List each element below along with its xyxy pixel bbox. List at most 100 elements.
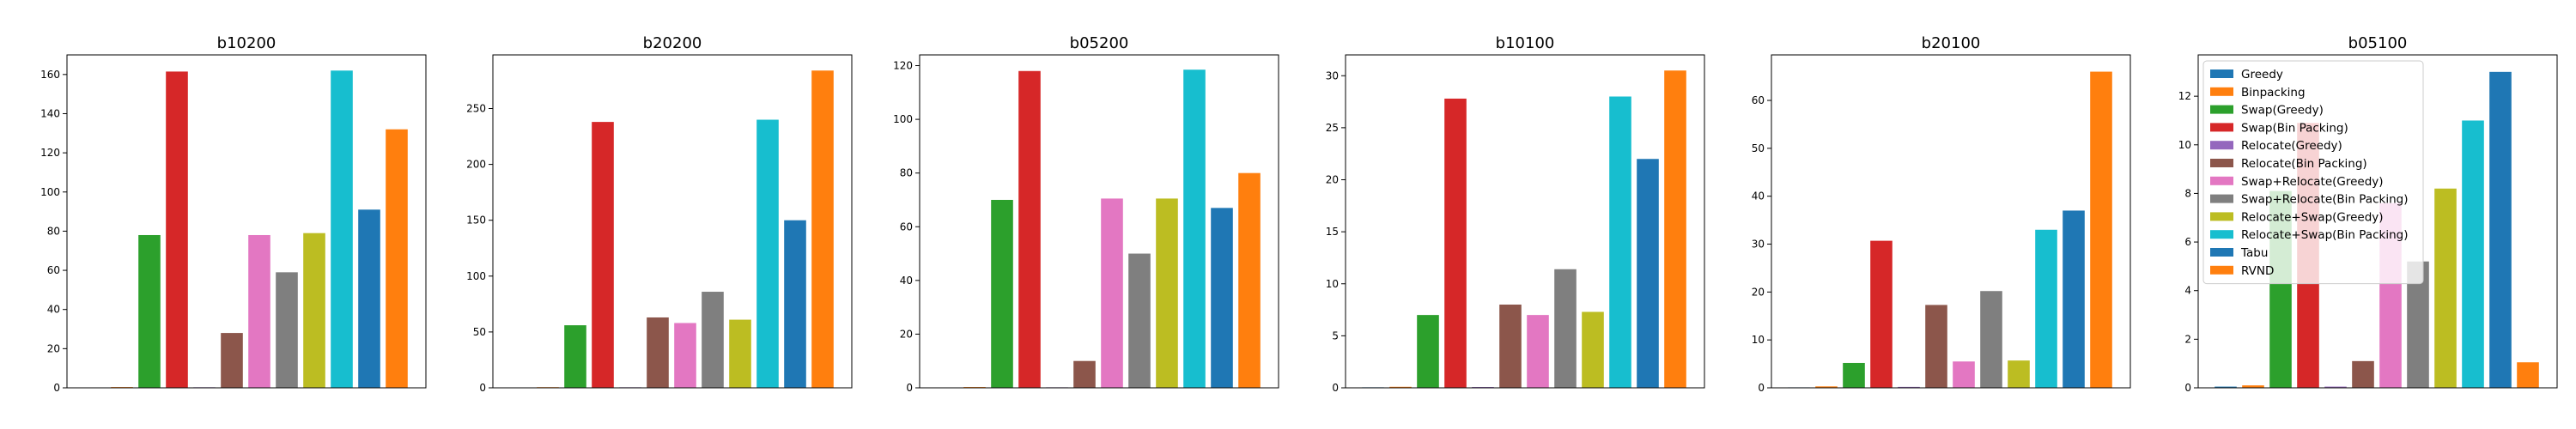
y-tick-label: 160	[40, 69, 60, 81]
bar-swap-relocate-greedy-	[1953, 361, 1975, 388]
bar-relocate-swap-bin-packing-	[2462, 120, 2484, 388]
bar-relocate-swap-greedy-	[1582, 311, 1604, 388]
y-tick-label: 10	[2178, 139, 2191, 151]
y-tick-label: 20	[1752, 286, 1765, 298]
y-tick-label: 15	[1326, 226, 1339, 238]
y-tick-label: 60	[47, 264, 60, 276]
bar-rvnd	[2517, 362, 2539, 388]
legend-swatch	[2210, 248, 2233, 257]
panel-title: b10100	[1496, 34, 1555, 52]
bar-relocate-swap-greedy-	[1156, 198, 1178, 388]
legend-swatch	[2210, 123, 2233, 132]
legend-label: Relocate+Swap(Bin Packing)	[2241, 228, 2408, 242]
bar-relocate-bin-packing-	[1499, 305, 1522, 388]
y-tick-label: 20	[1326, 174, 1339, 186]
legend-swatch	[2210, 265, 2233, 275]
bar-swap-relocate-bin-packing-	[1980, 291, 2002, 388]
y-tick-label: 10	[1752, 334, 1765, 346]
y-tick-label: 40	[47, 304, 60, 316]
y-tick-label: 10	[1326, 278, 1339, 290]
bar-swap-relocate-bin-packing-	[702, 292, 724, 388]
y-tick-label: 40	[900, 275, 913, 287]
bar-tabu	[2489, 71, 2512, 388]
legend-box	[2202, 60, 2424, 285]
bar-rvnd	[2090, 71, 2112, 388]
bar-relocate-bin-packing-	[2352, 360, 2374, 388]
axes-frame	[919, 54, 1279, 389]
legend-label: Relocate(Greedy)	[2241, 139, 2342, 153]
bar-relocate-swap-bin-packing-	[331, 70, 353, 388]
legend-swatch	[2210, 69, 2233, 78]
legend-label: Swap(Bin Packing)	[2241, 121, 2348, 135]
y-tick-label: 8	[2184, 187, 2191, 199]
bar-swap-relocate-greedy-	[248, 234, 270, 388]
y-tick-label: 0	[1332, 382, 1339, 394]
panel-title: b20200	[643, 34, 702, 52]
bar-swap-greedy-	[1843, 362, 1865, 388]
bar-relocate-greedy-	[2324, 386, 2347, 388]
axes-frame	[1345, 54, 1705, 389]
y-tick-label: 200	[466, 159, 486, 171]
y-tick-label: 100	[466, 270, 486, 282]
legend-label: Relocate+Swap(Greedy)	[2241, 210, 2384, 224]
bar-swap-greedy-	[1417, 315, 1439, 389]
y-tick-label: 80	[47, 225, 60, 237]
legend-label: Swap(Greedy)	[2241, 104, 2324, 118]
legend-swatch	[2210, 141, 2233, 150]
bar-tabu	[358, 209, 380, 388]
y-tick-label: 0	[479, 382, 486, 394]
legend-swatch	[2210, 230, 2233, 239]
bar-swap-relocate-greedy-	[1101, 198, 1123, 388]
bar-relocate-swap-bin-packing-	[756, 119, 779, 388]
axes-frame	[66, 54, 427, 389]
chart-panel-b10200: b10200 0 20 40 60 80 100 120 140 160	[40, 34, 427, 394]
chart-panel-b20100: b20100 0 10 20 30 40 50 60	[1752, 34, 2131, 394]
chart-panel-b05200: b05200 0 20 40 60 80 100 120	[893, 34, 1279, 394]
legend-swatch	[2210, 212, 2233, 221]
bar-swap-relocate-bin-packing-	[1554, 269, 1577, 388]
bar-swap-bin-packing-	[1444, 98, 1467, 389]
legend-label: Greedy	[2241, 68, 2283, 82]
legend-swatch	[2210, 105, 2233, 114]
bar-relocate-swap-bin-packing-	[1609, 96, 1631, 388]
bar-relocate-swap-greedy-	[729, 319, 751, 388]
bar-swap-bin-packing-	[1018, 70, 1041, 389]
bar-rvnd	[1664, 70, 1686, 388]
bar-relocate-swap-bin-packing-	[2035, 229, 2057, 388]
legend-label: Swap+Relocate(Greedy)	[2241, 175, 2384, 189]
bar-rvnd	[1238, 172, 1261, 388]
bar-swap-greedy-	[564, 325, 586, 388]
bar-swap-relocate-bin-packing-	[1128, 253, 1151, 388]
bar-relocate-bin-packing-	[647, 317, 669, 388]
bar-swap-relocate-greedy-	[674, 323, 696, 388]
y-tick-label: 2	[2184, 333, 2191, 345]
bar-binpacking	[1389, 386, 1412, 388]
y-tick-label: 100	[40, 186, 60, 198]
chart-panel-b05100: b05100 0 2 4 6 8 10 12	[2178, 34, 2558, 394]
chart-panel-b10100: b10100 0 5 10 15 20 25 30	[1326, 34, 1705, 394]
y-tick-label: 40	[1752, 190, 1765, 202]
bar-relocate-bin-packing-	[221, 333, 243, 388]
y-tick-label: 30	[1752, 239, 1765, 251]
y-tick-label: 4	[2184, 285, 2191, 297]
legend-label: Swap+Relocate(Bin Packing)	[2241, 193, 2408, 207]
bar-relocate-swap-greedy-	[303, 233, 325, 388]
chart-panel-b20200: b20200 0 50 100 150 200 250	[466, 34, 853, 394]
y-tick-label: 50	[1752, 142, 1765, 154]
y-tick-label: 50	[473, 326, 486, 338]
bar-swap-bin-packing-	[592, 122, 614, 388]
legend-label: Binpacking	[2241, 86, 2306, 100]
bar-swap-bin-packing-	[1870, 240, 1893, 388]
legend-label: Tabu	[2240, 246, 2268, 260]
panel-title: b10200	[217, 34, 276, 52]
panel-title: b05100	[2348, 34, 2408, 52]
panel-title: b20100	[1922, 34, 1981, 52]
bar-swap-relocate-greedy-	[1527, 315, 1549, 389]
y-tick-label: 140	[40, 107, 60, 119]
axes-frame	[1771, 54, 2131, 389]
panel-title: b05200	[1070, 34, 1129, 52]
y-tick-label: 20	[47, 342, 60, 354]
y-tick-label: 12	[2178, 90, 2191, 102]
y-tick-label: 250	[466, 102, 486, 114]
